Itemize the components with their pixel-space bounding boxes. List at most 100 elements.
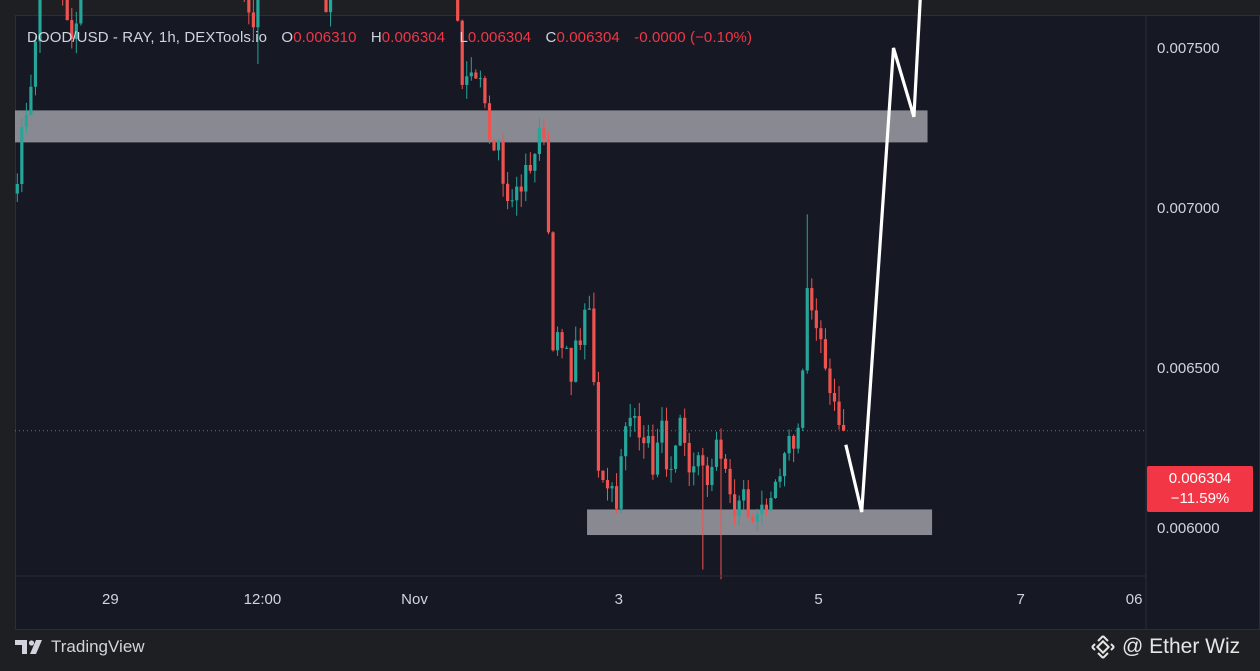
candle-body xyxy=(801,370,805,428)
price-tick-label: 0.006000 xyxy=(1157,520,1220,537)
candle-body xyxy=(692,466,696,473)
candle-body xyxy=(251,12,255,28)
candle-body xyxy=(614,486,619,509)
candle-body xyxy=(660,420,664,443)
candle-body xyxy=(65,0,69,21)
candle-body xyxy=(569,347,573,382)
candle-body xyxy=(565,347,569,349)
candle-body xyxy=(751,516,755,522)
candle-body xyxy=(474,72,478,79)
candle-body xyxy=(29,86,33,115)
candle xyxy=(678,414,682,446)
high-label: H xyxy=(370,29,382,46)
candle-body xyxy=(592,308,596,383)
candle-body xyxy=(719,439,723,459)
candle-body xyxy=(755,514,759,522)
candle-body xyxy=(669,468,673,470)
candle-body xyxy=(687,442,691,473)
candle-body xyxy=(456,0,460,21)
candle-body xyxy=(324,0,328,13)
candle xyxy=(746,480,750,520)
candle-body xyxy=(605,479,610,489)
candle-body xyxy=(601,470,605,480)
candle-body xyxy=(810,288,814,311)
time-tick-label: Nov xyxy=(401,591,428,608)
candle xyxy=(592,292,596,386)
zones-layer xyxy=(15,110,933,536)
candle xyxy=(251,0,255,40)
candle-body xyxy=(701,455,705,466)
candle xyxy=(474,69,478,79)
candle xyxy=(519,174,523,207)
candle-body xyxy=(515,186,519,201)
tradingview-logo[interactable]: TradingView xyxy=(15,636,145,658)
tradingview-icon xyxy=(15,640,42,654)
high-value: 0.006304 xyxy=(381,29,446,46)
candle xyxy=(773,479,778,499)
last-price-tag: 0.006304 −11.59% xyxy=(1147,466,1253,512)
candle-body xyxy=(646,435,650,444)
candle-body xyxy=(814,310,818,329)
candle xyxy=(714,431,719,471)
candle-body xyxy=(20,127,24,184)
candle xyxy=(587,295,591,310)
candle xyxy=(669,456,673,483)
candle-body xyxy=(837,401,841,425)
candle-body xyxy=(524,164,528,192)
candle xyxy=(555,326,560,356)
candle xyxy=(537,117,541,161)
candle xyxy=(782,451,787,487)
candle xyxy=(551,231,555,352)
candle-body xyxy=(778,476,782,482)
candle xyxy=(24,102,28,133)
candle xyxy=(823,328,828,371)
candle-body xyxy=(742,489,746,501)
candle-body xyxy=(487,103,492,141)
candle xyxy=(751,513,755,524)
candle-body xyxy=(792,435,796,449)
candle-body xyxy=(705,465,709,485)
candle xyxy=(533,152,537,183)
candle-body xyxy=(528,164,532,171)
candle xyxy=(683,408,687,456)
candle-body xyxy=(737,500,741,517)
candle-body xyxy=(542,127,546,139)
candle xyxy=(565,345,569,349)
candle xyxy=(646,424,650,448)
price-tick-label: 0.007000 xyxy=(1157,200,1220,217)
candle xyxy=(628,403,632,438)
candle xyxy=(74,11,78,54)
candle-body xyxy=(555,332,560,351)
candle xyxy=(70,7,74,49)
candle xyxy=(755,508,759,532)
candle xyxy=(832,378,837,411)
candle-body xyxy=(651,435,655,475)
candle xyxy=(478,70,482,88)
projection-arrow xyxy=(844,0,922,513)
candle-body xyxy=(832,393,837,402)
candles-layer xyxy=(15,0,846,580)
candle xyxy=(487,95,492,144)
candle xyxy=(810,278,814,320)
candle xyxy=(33,36,38,96)
last-price-change: −11.59% xyxy=(1170,490,1230,507)
candle-body xyxy=(637,416,641,438)
candle xyxy=(796,423,800,454)
candle-body xyxy=(655,442,660,475)
candle-body xyxy=(841,424,846,431)
candle xyxy=(719,428,723,580)
candle xyxy=(65,0,69,21)
candle-body xyxy=(79,0,83,24)
candle xyxy=(469,57,473,81)
candle-body xyxy=(683,417,687,443)
candle xyxy=(814,298,818,341)
candle-body xyxy=(728,468,732,495)
candle xyxy=(696,451,700,476)
candle-body xyxy=(610,486,614,489)
candle xyxy=(492,139,496,152)
candle xyxy=(574,326,578,383)
candle xyxy=(496,139,501,161)
candle-body xyxy=(823,339,828,369)
time-tick-label: 29 xyxy=(102,591,119,608)
